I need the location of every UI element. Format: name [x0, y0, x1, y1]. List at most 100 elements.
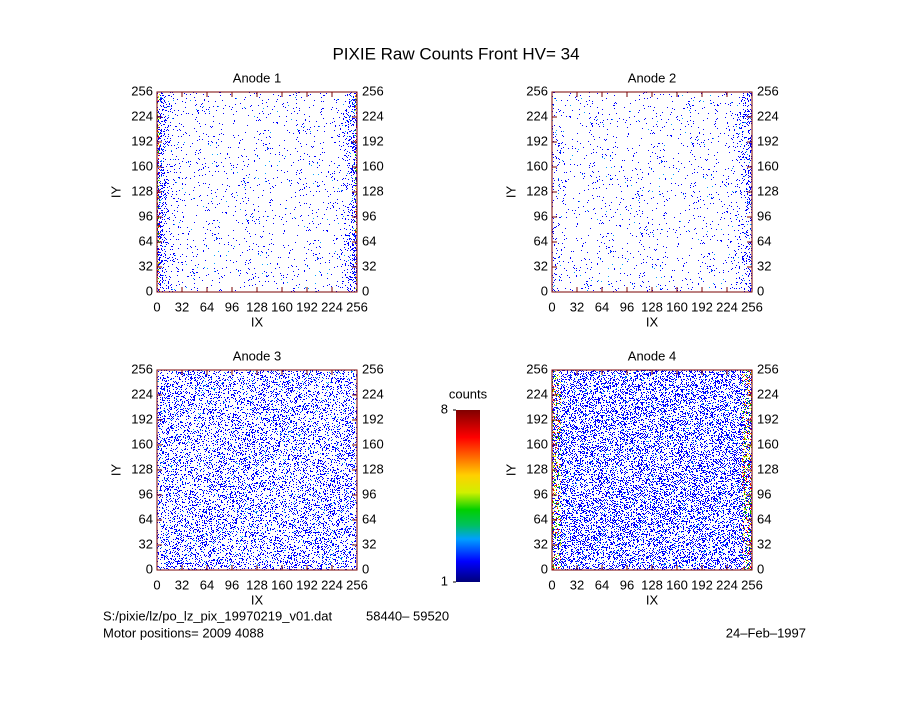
- y-axis-label: IY: [503, 464, 518, 477]
- x-tick-label: 0: [153, 299, 160, 314]
- x-tick-label: 0: [548, 299, 555, 314]
- pixel-texture: [157, 370, 357, 570]
- y-tick-label-right: 128: [757, 183, 779, 198]
- y-tick-label: 0: [146, 283, 153, 298]
- colorbar-tick-label: 8: [441, 401, 448, 416]
- x-tick-label: 32: [175, 299, 189, 314]
- y-tick-label-right: 160: [757, 158, 779, 173]
- figure-title: PIXIE Raw Counts Front HV= 34: [332, 44, 579, 63]
- y-axis-label: IY: [503, 186, 518, 199]
- y-tick-label-right: 0: [757, 283, 764, 298]
- pixel-texture: [561, 370, 742, 570]
- y-tick-label: 64: [534, 511, 548, 526]
- x-tick-label: 64: [595, 577, 609, 592]
- colorbar: [456, 410, 480, 582]
- y-tick-label-right: 64: [362, 233, 376, 248]
- motor-positions: Motor positions= 2009 4088: [103, 625, 264, 640]
- x-tick-label: 64: [200, 577, 214, 592]
- x-tick-label: 32: [175, 577, 189, 592]
- x-axis-label: IX: [646, 314, 659, 329]
- y-tick-label-right: 224: [362, 108, 384, 123]
- date: 24–Feb–1997: [726, 625, 806, 640]
- y-tick-label: 128: [526, 183, 548, 198]
- y-tick-label: 256: [526, 361, 548, 376]
- x-tick-label: 192: [691, 299, 713, 314]
- y-tick-label-right: 128: [362, 183, 384, 198]
- x-tick-label: 256: [741, 299, 763, 314]
- y-tick-label: 256: [526, 83, 548, 98]
- x-tick-label: 160: [271, 577, 293, 592]
- x-tick-label: 192: [296, 577, 318, 592]
- y-tick-label: 192: [131, 411, 153, 426]
- y-tick-label: 0: [146, 561, 153, 576]
- y-tick-label: 128: [526, 461, 548, 476]
- x-axis-label: IX: [251, 314, 264, 329]
- y-tick-label: 224: [131, 108, 153, 123]
- x-axis-label: IX: [251, 592, 264, 607]
- y-tick-label-right: 224: [362, 386, 384, 401]
- x-tick-label: 224: [321, 299, 343, 314]
- x-tick-label: 32: [570, 577, 584, 592]
- y-axis-label: IY: [108, 186, 123, 199]
- y-tick-label: 128: [131, 461, 153, 476]
- x-tick-label: 128: [246, 299, 268, 314]
- y-tick-label: 160: [131, 436, 153, 451]
- y-tick-label-right: 0: [362, 561, 369, 576]
- y-tick-label-right: 160: [362, 158, 384, 173]
- x-tick-label: 96: [620, 299, 634, 314]
- y-tick-label: 0: [541, 283, 548, 298]
- y-tick-label-right: 0: [757, 561, 764, 576]
- y-tick-label-right: 256: [362, 83, 384, 98]
- panel-title: Anode 1: [233, 70, 281, 85]
- panel-title: Anode 4: [628, 348, 676, 363]
- y-tick-label-right: 256: [757, 361, 779, 376]
- x-tick-label: 96: [225, 577, 239, 592]
- x-tick-label: 64: [200, 299, 214, 314]
- x-tick-label: 32: [570, 299, 584, 314]
- y-tick-label-right: 192: [362, 411, 384, 426]
- y-tick-label-right: 224: [757, 108, 779, 123]
- colorbar-label: counts: [449, 386, 488, 401]
- y-tick-label: 192: [131, 133, 153, 148]
- x-tick-label: 224: [716, 299, 738, 314]
- y-tick-label-right: 256: [757, 83, 779, 98]
- y-tick-label-right: 160: [757, 436, 779, 451]
- x-tick-label: 256: [741, 577, 763, 592]
- y-tick-label: 160: [526, 158, 548, 173]
- y-tick-label-right: 192: [757, 133, 779, 148]
- pixel-texture: [552, 92, 752, 292]
- y-tick-label: 160: [526, 436, 548, 451]
- y-tick-label-right: 64: [757, 233, 771, 248]
- x-tick-label: 0: [548, 577, 555, 592]
- colorbar-tick-label: 1: [441, 573, 448, 588]
- y-tick-label-right: 96: [757, 486, 771, 501]
- y-tick-label: 224: [526, 386, 548, 401]
- y-tick-label-right: 32: [362, 536, 376, 551]
- y-tick-label-right: 224: [757, 386, 779, 401]
- panel-title: Anode 2: [628, 70, 676, 85]
- y-tick-label: 96: [139, 486, 153, 501]
- y-tick-label-right: 32: [362, 258, 376, 273]
- x-tick-label: 192: [296, 299, 318, 314]
- y-tick-label: 0: [541, 561, 548, 576]
- y-tick-label: 32: [534, 258, 548, 273]
- y-tick-label-right: 192: [362, 133, 384, 148]
- pixel-texture: [552, 92, 752, 292]
- pixel-texture: [157, 92, 357, 292]
- count-range: 58440– 59520: [366, 608, 449, 623]
- y-tick-label: 256: [131, 361, 153, 376]
- y-tick-label-right: 128: [757, 461, 779, 476]
- x-tick-label: 256: [346, 577, 368, 592]
- y-tick-label-right: 32: [757, 258, 771, 273]
- y-tick-label-right: 64: [362, 511, 376, 526]
- y-tick-label-right: 32: [757, 536, 771, 551]
- x-tick-label: 0: [153, 577, 160, 592]
- x-tick-label: 192: [691, 577, 713, 592]
- x-tick-label: 256: [346, 299, 368, 314]
- y-tick-label: 224: [131, 386, 153, 401]
- x-tick-label: 160: [271, 299, 293, 314]
- y-tick-label-right: 192: [757, 411, 779, 426]
- y-tick-label: 128: [131, 183, 153, 198]
- y-tick-label: 64: [139, 511, 153, 526]
